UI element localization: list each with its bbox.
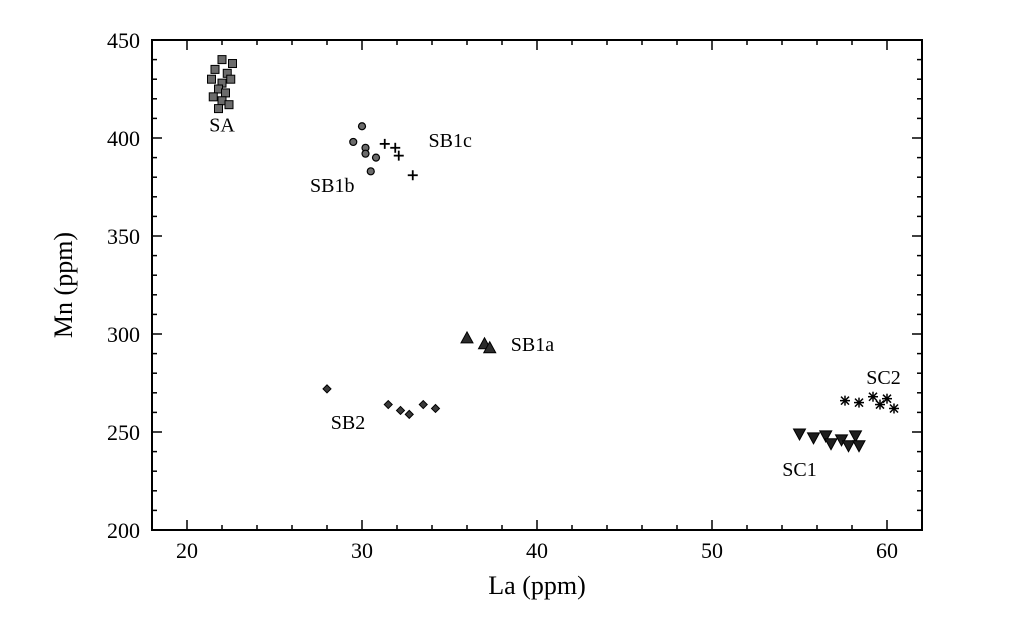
- y-tick-label: 400: [107, 126, 140, 151]
- x-tick-label: 50: [701, 538, 723, 563]
- series-label-SB1a: SB1a: [511, 334, 554, 356]
- x-axis-label: La (ppm): [488, 571, 585, 600]
- x-tick-label: 60: [876, 538, 898, 563]
- series-label-SB1c: SB1c: [429, 130, 472, 152]
- series-label-SA: SA: [209, 114, 235, 136]
- y-axis-label: Mn (ppm): [49, 232, 78, 338]
- y-tick-label: 450: [107, 28, 140, 53]
- x-tick-label: 20: [176, 538, 198, 563]
- series-label-SC1: SC1: [782, 459, 816, 481]
- series-label-SC2: SC2: [866, 367, 900, 389]
- y-tick-label: 200: [107, 518, 140, 543]
- series-label-SB1b: SB1b: [310, 175, 354, 197]
- y-tick-label: 300: [107, 322, 140, 347]
- y-tick-label: 250: [107, 420, 140, 445]
- scatter-chart: 20 30 40 50 60 200 250 300 350 400 450 La (ppm) Mn (…: [20, 10, 1004, 620]
- x-tick-label: 40: [526, 538, 548, 563]
- x-tick-label: 30: [351, 538, 373, 563]
- y-tick-label: 350: [107, 224, 140, 249]
- series-label-SB2: SB2: [331, 412, 365, 434]
